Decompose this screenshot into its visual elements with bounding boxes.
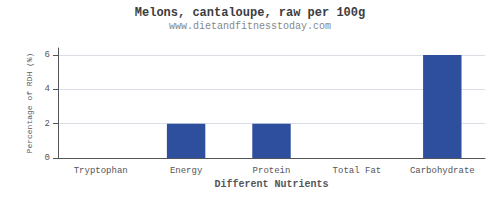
svg-text:Total Fat: Total Fat (333, 166, 382, 176)
svg-text:4: 4 (45, 84, 50, 94)
svg-text:Carbohydrate: Carbohydrate (410, 166, 475, 176)
svg-text:Percentage of RDH (%): Percentage of RDH (%) (25, 53, 34, 154)
svg-text:www.dietandfitnesstoday.com: www.dietandfitnesstoday.com (169, 21, 331, 32)
svg-text:Melons, cantaloupe, raw per 10: Melons, cantaloupe, raw per 100g (135, 6, 365, 20)
svg-text:Protein: Protein (253, 166, 291, 176)
svg-text:0: 0 (45, 153, 50, 163)
svg-text:2: 2 (45, 119, 50, 129)
svg-text:Different Nutrients: Different Nutrients (214, 179, 328, 190)
svg-text:Energy: Energy (170, 166, 203, 176)
svg-text:6: 6 (45, 50, 50, 60)
svg-text:Tryptophan: Tryptophan (74, 166, 128, 176)
